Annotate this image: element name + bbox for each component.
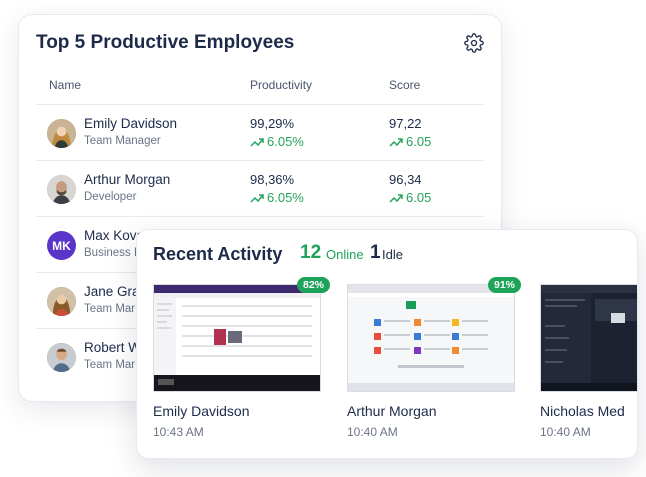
table-row[interactable]: Emily Davidson Team Manager 99,29% 6.05%… [19, 105, 501, 161]
activity-user-name[interactable]: Nicholas Med [540, 403, 625, 419]
trend-up-icon [389, 137, 403, 147]
activity-screenshot[interactable] [153, 284, 321, 392]
activity-time: 10:40 AM [540, 425, 591, 439]
column-header-name: Name [49, 78, 82, 92]
activity-user-name[interactable]: Arthur Morgan [347, 403, 437, 419]
avatar [47, 119, 76, 148]
activity-screenshot[interactable] [347, 284, 515, 392]
employee-name[interactable]: Jane Gra [84, 284, 140, 299]
table-row[interactable]: Robert W Team Mar [19, 329, 501, 385]
avatar [47, 343, 76, 372]
productivity-change-value: 6.05% [267, 190, 304, 205]
avatar: MK [47, 231, 76, 260]
table-row[interactable]: Arthur Morgan Developer 98,36% 6.05% 96,… [19, 161, 501, 217]
activity-time: 10:40 AM [347, 425, 398, 439]
idle-count: 1 [370, 242, 381, 263]
score-change-value: 6.05 [406, 134, 432, 149]
online-label: Online [326, 247, 364, 262]
recent-activity-title: Recent Activity [153, 244, 283, 264]
productivity-change: 6.05% [250, 134, 304, 149]
employee-name[interactable]: Robert W [84, 340, 142, 355]
score-change-value: 6.05 [406, 190, 432, 205]
table-row[interactable]: MK Max Kova Business I [19, 217, 501, 273]
score-value: 97,22 [389, 116, 422, 131]
trend-up-icon [389, 193, 403, 203]
employee-role: Team Mar [84, 303, 136, 315]
score-change: 6.05 [389, 134, 431, 149]
column-header-score: Score [389, 78, 421, 92]
score-change: 6.05 [389, 190, 431, 205]
score-value: 96,34 [389, 172, 422, 187]
employee-role: Developer [84, 191, 137, 203]
productivity-change: 6.05% [250, 190, 304, 205]
activity-screenshot[interactable] [540, 284, 637, 392]
employee-role: Team Manager [84, 135, 161, 147]
productivity-badge: 82% [297, 277, 331, 293]
productivity-change-value: 6.05% [267, 134, 304, 149]
avatar [47, 175, 76, 204]
recent-activity-card: Recent Activity 12 Online 1 Idle 82% Emi… [136, 229, 638, 459]
employee-role: Team Mar [84, 359, 136, 371]
employee-role: Business I [84, 247, 138, 259]
online-count: 12 [300, 242, 322, 263]
card-title: Top 5 Productive Employees [36, 32, 295, 53]
productivity-value: 98,36% [250, 172, 295, 187]
trend-up-icon [250, 137, 264, 147]
gear-icon[interactable] [464, 33, 484, 53]
header-divider [36, 104, 483, 105]
productivity-badge: 91% [488, 277, 522, 293]
activity-user-name[interactable]: Emily Davidson [153, 403, 250, 419]
trend-up-icon [250, 193, 264, 203]
row-divider [36, 216, 483, 217]
productivity-value: 99,29% [250, 116, 295, 131]
table-row[interactable]: Jane Gra Team Mar [19, 273, 501, 329]
avatar [47, 287, 76, 316]
idle-label: Idle [382, 247, 403, 262]
row-divider [36, 160, 483, 161]
column-header-productivity: Productivity [250, 78, 313, 92]
employee-name[interactable]: Max Kova [84, 228, 145, 243]
employee-name[interactable]: Emily Davidson [84, 116, 178, 131]
activity-time: 10:43 AM [153, 425, 204, 439]
employee-name[interactable]: Arthur Morgan [84, 172, 171, 187]
